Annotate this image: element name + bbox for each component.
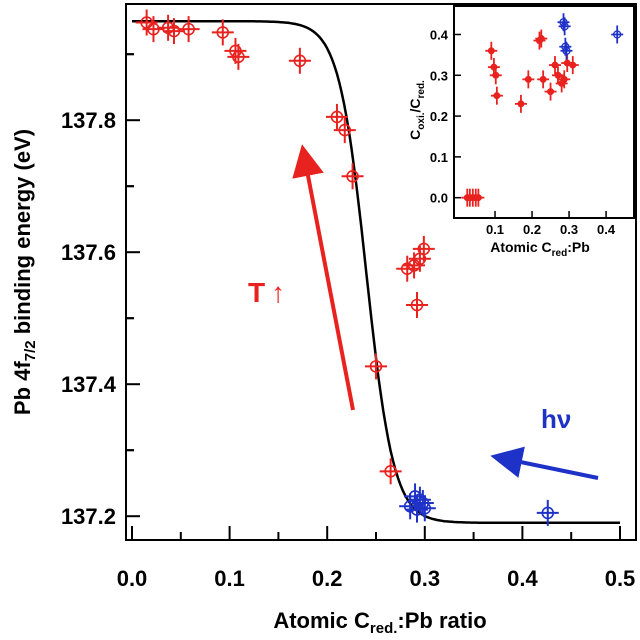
main-x-tick-label: 0.5 bbox=[605, 566, 636, 591]
inset-y-tick-label: 0.0 bbox=[430, 191, 448, 206]
red-data-point bbox=[379, 458, 402, 485]
inset-x-axis: 0.1 0.2 0.3 0.4 bbox=[486, 211, 616, 237]
main-x-tick-label: 0.1 bbox=[214, 566, 245, 591]
inset-red-data-point bbox=[490, 86, 503, 105]
inset-x-axis-title-post: :Pb bbox=[567, 239, 590, 255]
main-x-tick-label: 0.2 bbox=[312, 566, 343, 591]
inset-x-tick-label: 0.1 bbox=[486, 222, 504, 237]
inset-red-data-point bbox=[537, 70, 550, 89]
red-data-point bbox=[365, 353, 387, 380]
red-data-point bbox=[333, 117, 356, 144]
red-data-point bbox=[211, 19, 234, 46]
red-data-point bbox=[325, 103, 348, 130]
red-data-point bbox=[227, 43, 250, 70]
temperature-arrow bbox=[292, 144, 355, 411]
temperature-up-arrow: ↑ bbox=[271, 277, 285, 308]
inset-x-tick-label: 0.2 bbox=[523, 222, 541, 237]
red-data-point bbox=[224, 37, 247, 64]
red-data-point bbox=[341, 163, 364, 190]
inset-y-tick-label: 0.2 bbox=[430, 109, 448, 124]
main-x-axis: 0.0 0.1 0.2 0.3 0.4 0.5 bbox=[117, 526, 636, 591]
inset-y-tick-label: 0.4 bbox=[430, 27, 449, 42]
inset-blue-data-point bbox=[611, 25, 624, 44]
main-x-axis-title: Atomic Cred.:Pb ratio bbox=[273, 608, 486, 637]
inset-y-axis-title-a: C bbox=[407, 130, 423, 140]
main-y-tick-label: 137.2 bbox=[61, 504, 116, 529]
inset-y-tick-label: 0.3 bbox=[430, 68, 448, 83]
inset-blue-data-point bbox=[558, 17, 571, 36]
inset-red-data-point bbox=[472, 188, 485, 207]
inset-red-data-point bbox=[558, 70, 571, 89]
inset-red-data-point bbox=[522, 70, 535, 89]
photon-annotation: hν bbox=[541, 404, 571, 434]
main-y-tick-label: 137.4 bbox=[61, 372, 117, 397]
inset-red-data-point bbox=[514, 94, 527, 113]
inset-red-data-point bbox=[535, 29, 548, 48]
main-y-axis: 137.2 137.4 137.6 137.8 bbox=[61, 53, 140, 529]
inset-y-axis-title-bsub: red. bbox=[416, 80, 427, 99]
main-plot-frame bbox=[125, 3, 637, 541]
inset-data-points bbox=[461, 13, 624, 207]
main-x-tick-label: 0.3 bbox=[410, 566, 441, 591]
main-data-points bbox=[135, 9, 559, 526]
red-data-point bbox=[288, 47, 311, 74]
inset-red-data-point bbox=[544, 82, 557, 101]
main-x-tick-label: 0.4 bbox=[507, 566, 538, 591]
main-y-tick-label: 137.6 bbox=[61, 240, 116, 265]
inset-x-axis-title: Atomic Cred:Pb bbox=[490, 239, 590, 259]
inset-x-tick-label: 0.3 bbox=[560, 222, 578, 237]
main-y-axis-title-pre: Pb 4f bbox=[10, 361, 35, 415]
inset-x-axis-title-sub: red bbox=[552, 248, 568, 259]
temperature-annotation: T ↑ bbox=[248, 277, 285, 308]
blue-data-point bbox=[536, 499, 559, 526]
inset-y-axis-title-asub: oxi. bbox=[416, 112, 427, 129]
inset-red-data-point bbox=[566, 56, 579, 75]
red-data-point bbox=[405, 292, 428, 318]
main-y-axis-title: Pb 4f7/2 binding energy (eV) bbox=[10, 129, 39, 415]
main-y-axis-title-sub: 7/2 bbox=[22, 340, 39, 361]
main-y-tick-label: 137.8 bbox=[61, 108, 116, 133]
inset-blue-data-point bbox=[560, 41, 573, 60]
inset-y-axis: 0.0 0.1 0.2 0.3 0.4 bbox=[430, 27, 461, 206]
red-data-point bbox=[142, 16, 165, 43]
main-x-axis-title-post: :Pb ratio bbox=[397, 608, 486, 633]
main-x-axis-title-pre: Atomic C bbox=[273, 608, 370, 633]
inset-red-data-point bbox=[489, 66, 502, 85]
inset-y-tick-label: 0.1 bbox=[430, 150, 448, 165]
inset-y-axis-title: Coxi./Cred. bbox=[407, 80, 427, 140]
inset-red-data-point bbox=[485, 41, 498, 60]
blue-data-point bbox=[413, 495, 436, 522]
red-data-point bbox=[162, 18, 185, 45]
red-data-point bbox=[177, 16, 200, 43]
inset-x-axis-title-pre: Atomic C bbox=[490, 239, 551, 255]
main-x-tick-label: 0.0 bbox=[117, 566, 148, 591]
temperature-label: T bbox=[248, 277, 265, 308]
inset-y-axis-title-b: /C bbox=[407, 98, 423, 112]
inset-x-tick-label: 0.4 bbox=[597, 222, 616, 237]
main-y-axis-title-post: binding energy (eV) bbox=[10, 129, 35, 340]
photon-arrow bbox=[490, 446, 599, 480]
main-x-axis-title-sub: red. bbox=[370, 620, 398, 637]
red-data-point bbox=[412, 235, 435, 262]
inset-red-data-point bbox=[548, 56, 561, 75]
